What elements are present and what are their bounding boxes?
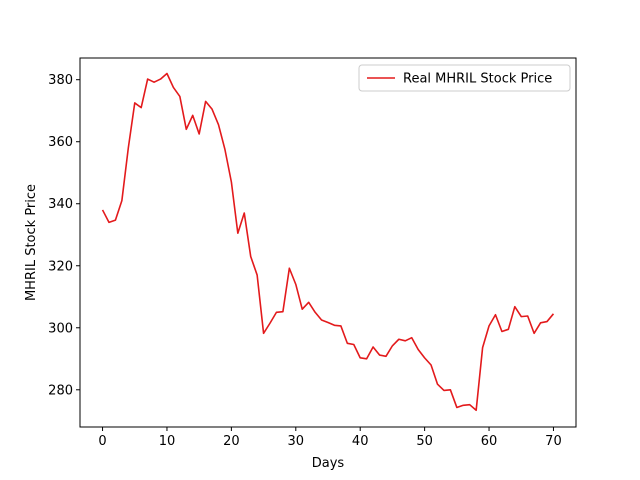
x-axis-label: Days <box>312 456 345 471</box>
legend-label: Real MHRIL Stock Price <box>403 72 552 87</box>
series-line-0 <box>101 72 555 412</box>
axis-ticks: 0 10 20 30 40 50 60 70 280 300 320 340 360 380 <box>48 73 562 449</box>
plot-area <box>79 57 577 428</box>
x-tick-label: 40 <box>352 434 369 449</box>
y-tick-label: 320 <box>48 259 73 274</box>
x-tick-label: 20 <box>223 434 240 449</box>
x-tick-label: 30 <box>288 434 305 449</box>
x-tick-label: 70 <box>545 434 562 449</box>
y-tick-label: 280 <box>48 383 73 398</box>
legend: Real MHRIL Stock Price <box>358 64 571 92</box>
y-tick-label: 360 <box>48 135 73 150</box>
x-tick-label: 60 <box>481 434 498 449</box>
y-tick-label: 380 <box>48 73 73 88</box>
y-tick-label: 300 <box>48 321 73 336</box>
x-tick-label: 10 <box>159 434 176 449</box>
plot-frame <box>79 57 577 428</box>
x-tick-label: 50 <box>416 434 433 449</box>
y-tick-label: 340 <box>48 197 73 212</box>
y-axis-label: MHRIL Stock Price <box>24 184 39 301</box>
legend-box <box>358 64 571 92</box>
x-tick-label: 0 <box>98 434 106 449</box>
